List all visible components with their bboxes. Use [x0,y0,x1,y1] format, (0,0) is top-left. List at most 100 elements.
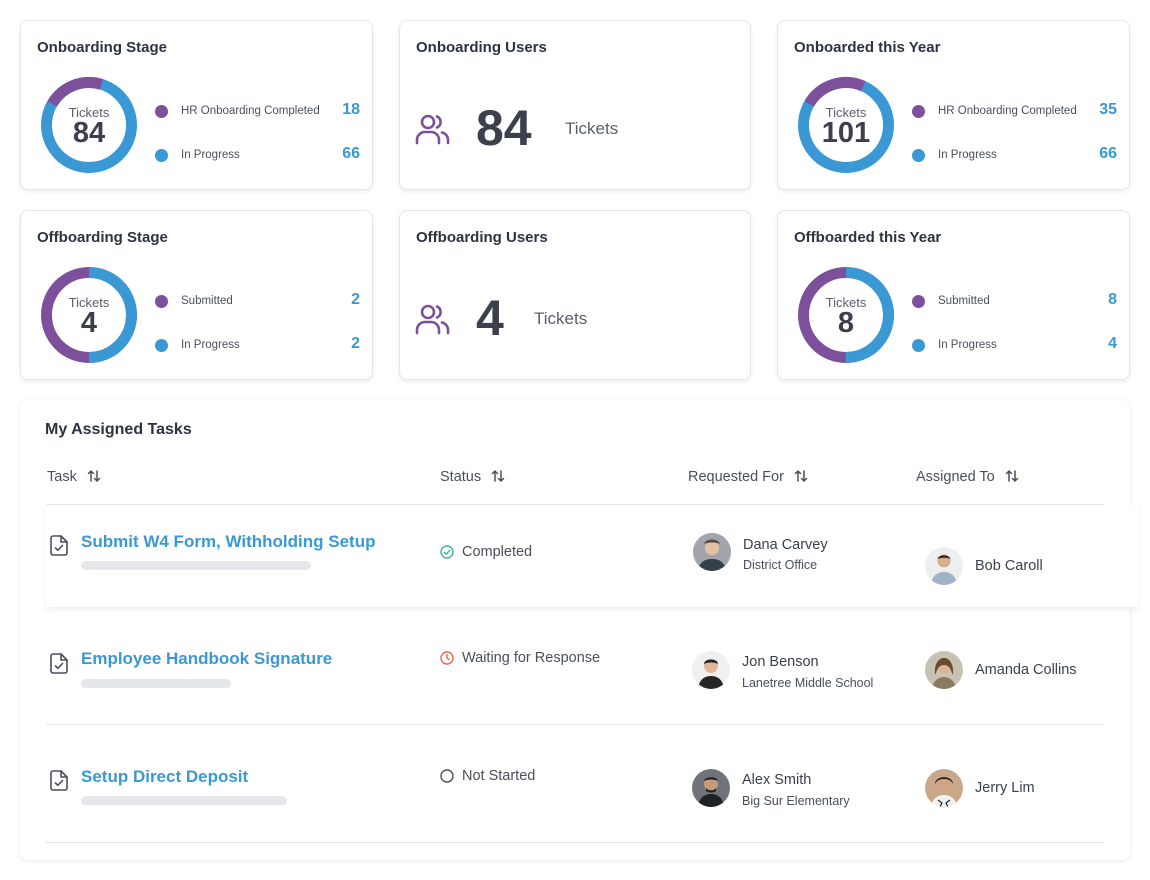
donut-chart: Tickets 101 [796,75,896,175]
legend-dot [155,149,168,162]
sort-icon [1005,469,1019,483]
legend-value: 66 [1099,145,1117,162]
legend-label: In Progress [181,149,240,161]
legend-label: Submitted [181,295,233,307]
legend-label: In Progress [181,339,240,351]
users-icon [415,304,450,335]
card-title: Offboarded this Year [794,229,942,246]
divider [46,504,1104,505]
donut-chart: Tickets 4 [39,265,139,365]
legend-item: HR Onboarding Completed 18 [155,101,360,121]
onboarding-users-card[interactable]: Onboarding Users 84 Tickets [399,20,751,190]
legend-value: 18 [342,101,360,118]
task-progress-placeholder [81,561,311,570]
legend-label: Submitted [938,295,990,307]
legend-value: 35 [1099,101,1117,118]
column-header-label: Status [440,469,482,485]
legend-value: 2 [351,291,360,308]
assigned-to-name: Amanda Collins [975,662,1077,678]
panel-title: My Assigned Tasks [45,421,192,438]
legend-item: In Progress 66 [912,145,1117,165]
status-text: Not Started [462,768,536,784]
offboarding-stage-card[interactable]: Offboarding Stage Tickets 4 Submitted 2 … [20,210,373,380]
requested-for-location: District Office [743,558,818,572]
requested-for-location: Big Sur Elementary [742,794,850,808]
avatar[interactable] [692,651,730,689]
table-row[interactable]: Submit W4 Form, Withholding Setup Comple… [46,505,1138,607]
empty-circle-icon [440,769,454,783]
avatar[interactable] [692,769,730,807]
assigned-to-name: Jerry Lim [975,780,1035,796]
legend-label: In Progress [938,149,997,161]
users-count: 4 [476,290,504,346]
legend-dot [912,105,925,118]
column-header-requested-for[interactable]: Requested For [688,469,808,485]
task-progress-placeholder [81,796,287,805]
offboarding-users-card[interactable]: Offboarding Users 4 Tickets [399,210,751,380]
users-unit: Tickets [534,309,588,328]
requested-for-location: Lanetree Middle School [742,676,874,690]
legend-label: In Progress [938,339,997,351]
donut-total: 8 [837,307,855,339]
avatar[interactable] [925,769,963,807]
task-link[interactable]: Submit W4 Form, Withholding Setup [81,532,376,551]
task-link[interactable]: Employee Handbook Signature [81,649,333,668]
legend-dot [155,339,168,352]
donut-chart: Tickets 84 [39,75,139,175]
column-header-label: Assigned To [916,469,995,485]
donut-total: 84 [72,117,106,149]
onboarded-year-card[interactable]: Onboarded this Year Tickets 101 HR Onboa… [777,20,1130,190]
donut-total: 4 [80,307,98,339]
document-check-icon [50,653,68,674]
task-link[interactable]: Setup Direct Deposit [81,767,249,786]
document-check-icon [50,770,68,791]
users-count: 84 [476,100,532,156]
legend-item: In Progress 2 [155,335,360,355]
donut-completed-arc [40,77,137,174]
donut-label: Tickets [825,295,867,310]
legend-value: 2 [351,335,360,352]
legend-dot [912,149,925,162]
legend-dot [912,339,925,352]
avatar[interactable] [693,533,731,571]
offboarded-year-card[interactable]: Offboarded this Year Tickets 8 Submitted… [777,210,1130,380]
sort-icon [87,469,101,483]
onboarding-stage-card[interactable]: Onboarding Stage Tickets 84 HR Onboardin… [20,20,373,190]
column-header-task[interactable]: Task [47,469,101,485]
donut-label: Tickets [68,105,110,120]
sort-icon [794,469,808,483]
column-header-status[interactable]: Status [440,469,505,485]
legend-value: 4 [1108,335,1117,352]
legend-dot [155,295,168,308]
requested-for-name: Dana Carvey [743,537,828,553]
card-title: Offboarding Users [416,229,548,246]
clock-icon [440,651,454,665]
legend-label: HR Onboarding Completed [181,105,320,117]
donut-label: Tickets [825,105,867,120]
assigned-tasks-panel: My Assigned Tasks Task Status Requested … [20,400,1138,860]
legend-value: 8 [1108,291,1117,308]
card-title: Onboarded this Year [794,39,941,56]
legend-item: HR Onboarding Completed 35 [912,101,1117,121]
status-text: Completed [462,544,533,560]
check-circle-icon [440,545,454,559]
task-progress-placeholder [81,679,231,688]
legend-dot [155,105,168,118]
avatar[interactable] [925,651,963,689]
legend-label: HR Onboarding Completed [938,105,1077,117]
card-title: Onboarding Users [416,39,547,56]
legend-dot [912,295,925,308]
column-header-assigned-to[interactable]: Assigned To [916,469,1019,485]
avatar[interactable] [925,547,963,585]
donut-chart: Tickets 8 [796,265,896,365]
requested-for-name: Alex Smith [742,772,812,788]
users-icon [415,114,450,145]
legend-item: Submitted 2 [155,291,360,311]
donut-total: 101 [821,117,871,149]
card-title: Offboarding Stage [37,229,168,246]
document-check-icon [50,535,68,556]
donut-label: Tickets [68,295,110,310]
column-header-label: Requested For [688,469,784,485]
divider [46,724,1104,725]
donut-in-progress-arc [41,267,137,363]
